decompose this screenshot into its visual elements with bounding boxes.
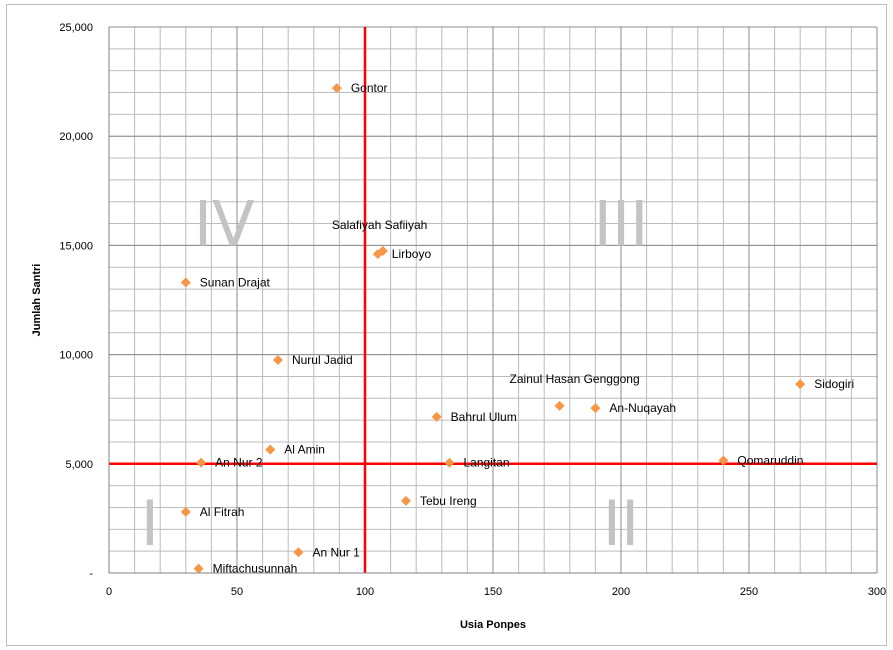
data-point-label: Langitan [463,456,509,470]
data-point-label: Gontor [351,81,388,95]
data-point [372,249,383,260]
data-point [431,411,442,422]
y-tick-label: 25,000 [59,22,93,34]
data-point-label: Sidogiri [814,377,854,391]
quadrant-label: IV [194,188,255,261]
data-point [718,455,729,466]
x-tick-label: 150 [484,586,502,598]
data-point [554,400,565,411]
x-tick-label: 100 [356,586,374,598]
x-tick-label: 0 [106,586,112,598]
x-tick-label: 300 [868,586,886,598]
point-labels: Gontor Salafiyah Safiiyah Lirboyo Sunan Dra… [200,81,854,575]
data-point [795,379,806,390]
data-point [444,457,455,468]
data-point [196,457,207,468]
quadrant-label: III [594,188,649,261]
data-point-label: Al Fitrah [200,505,245,519]
y-tick-label: 20,000 [59,131,93,143]
y-axis-title: Jumlah Santri [31,264,43,337]
data-point-label: An Nur 1 [312,545,360,559]
major-gridlines [108,26,878,574]
y-tick-label: - [89,568,93,580]
data-point [331,83,342,94]
x-tick-label: 250 [740,586,758,598]
data-point-label: An-Nuqayah [609,401,676,415]
y-tick-label: 5,000 [65,459,93,471]
data-point [265,444,276,455]
data-point-label: Al Amin [284,443,325,457]
data-point-label: Salafiyah Safiiyah [332,218,427,232]
data-point [180,506,191,517]
x-tick-label: 50 [231,586,243,598]
quadrant-label: II [603,487,640,560]
data-point-label: Miftachusunnah [213,562,298,576]
data-point [400,495,411,506]
data-points [180,83,806,574]
x-tick-label: 200 [612,586,630,598]
reference-lines [109,27,877,573]
data-point [272,355,283,366]
x-axis-title: Usia Ponpes [460,619,526,631]
data-point [180,277,191,288]
data-point-label: Zainul Hasan Genggong [510,372,640,386]
data-point-label: An Nur 2 [215,456,263,470]
data-point-label: Bahrul Ulum [451,410,517,424]
tick-labels: 0 50 100 150 200 250 300 - 5,000 10,000 15,000 20,0… [59,22,886,598]
quadrant-label: I [141,487,159,560]
y-tick-label: 10,000 [59,350,93,362]
y-tick-label: 15,000 [59,240,93,252]
data-point [590,403,601,414]
data-point-label: Tebu Ireng [420,494,477,508]
data-point-label: Lirboyo [392,247,432,261]
chart-frame [6,4,887,646]
data-point [293,547,304,558]
data-point [193,563,204,574]
data-point-label: Qomaruddin [737,454,803,468]
axes [108,27,877,574]
data-point-label: Nurul Jadid [292,353,353,367]
data-point-label: Sunan Drajat [200,276,271,290]
